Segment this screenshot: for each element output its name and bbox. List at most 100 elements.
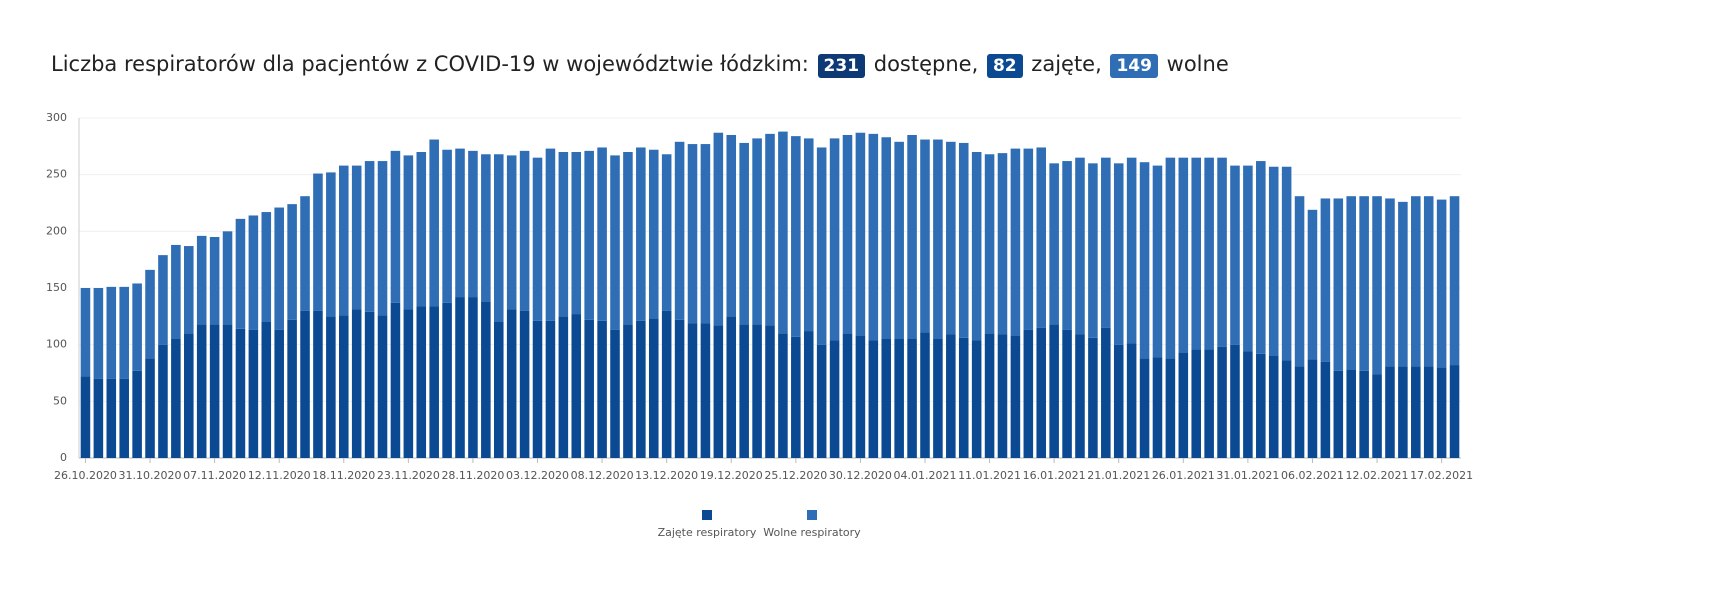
x-tick-label: 31.10.2020: [119, 469, 182, 482]
bar-segment: [93, 288, 104, 379]
bar-segment: [196, 324, 207, 458]
bar-segment: [584, 150, 594, 320]
bar-segment: [1036, 327, 1047, 458]
bar-segment: [610, 155, 620, 330]
bar-segment: [158, 344, 168, 458]
x-tick-label: 12.11.2020: [248, 469, 311, 482]
bar-segment: [506, 155, 517, 310]
bar-segment: [493, 322, 504, 458]
bar-segment: [816, 147, 827, 345]
bar-segment: [984, 154, 995, 334]
bar-segment: [145, 358, 155, 458]
bar-segment: [1398, 201, 1408, 367]
bar-segment: [855, 335, 866, 458]
bar-segment: [377, 161, 388, 316]
chart-title-row: Liczba respiratorów dla pacjentów z COVI…: [51, 52, 1229, 78]
x-tick-label: 26.10.2020: [54, 469, 117, 482]
bar-segment: [1436, 367, 1447, 458]
bar-segment: [338, 315, 349, 458]
bar-segment: [377, 315, 388, 458]
bar-segment: [881, 137, 892, 339]
bar-segment: [235, 218, 246, 329]
bar-segment: [145, 269, 155, 359]
bar-segment: [1411, 366, 1421, 458]
bar-segment: [674, 141, 685, 320]
bar-segment: [558, 316, 569, 458]
bar-segment: [1062, 329, 1072, 458]
bar-segment: [274, 207, 284, 330]
bar-segment: [623, 152, 633, 325]
bar-segment: [700, 144, 711, 324]
bar-segment: [946, 141, 956, 335]
x-tick-label: 11.01.2021: [958, 469, 1021, 482]
bar-segment: [997, 334, 1008, 458]
bar-segment: [1346, 196, 1356, 370]
bar-segment: [442, 302, 452, 458]
bar-segment: [1359, 370, 1369, 458]
bar-segment: [842, 333, 853, 458]
bar-segment: [274, 329, 284, 458]
bar-segment: [80, 376, 91, 458]
bar-segment: [1307, 359, 1318, 458]
bar-segment: [1294, 196, 1305, 367]
bar-segment: [248, 329, 259, 458]
y-tick-label: 200: [46, 224, 67, 237]
bar-segment: [907, 339, 917, 458]
bar-segment: [713, 132, 724, 326]
bar-segment: [545, 148, 556, 321]
chart-title: Liczba respiratorów dla pacjentów z COVI…: [51, 52, 809, 76]
bar-segment: [803, 331, 814, 458]
y-tick-label: 50: [53, 394, 67, 407]
bar-segment: [726, 316, 737, 458]
x-tick-label: 26.01.2021: [1152, 469, 1215, 482]
bar-segment: [1423, 366, 1434, 458]
bar-segment: [235, 328, 246, 458]
y-tick-label: 0: [60, 451, 67, 464]
bar-segment: [455, 148, 465, 298]
x-tick-label: 30.12.2020: [829, 469, 892, 482]
x-tick-label: 28.11.2020: [441, 469, 504, 482]
bar-segment: [222, 231, 233, 325]
y-tick-label: 150: [46, 281, 67, 294]
badge: 82: [986, 54, 1023, 78]
bar-segment: [1062, 161, 1072, 330]
bar-segment: [894, 141, 904, 339]
bar-segment: [1333, 198, 1344, 371]
bar-segment: [687, 323, 698, 458]
bar-segment: [765, 325, 775, 458]
bar-segment: [1204, 157, 1214, 350]
bar-segment: [726, 135, 737, 317]
bar-segment: [532, 157, 543, 321]
legend-label: Wolne respiratory: [763, 526, 861, 539]
bar-segment: [778, 131, 788, 334]
bar-segment: [364, 161, 375, 312]
bar-segment: [1126, 157, 1137, 344]
bar-segment: [1411, 196, 1421, 367]
bar-segment: [610, 329, 620, 458]
bar-segment: [752, 138, 762, 325]
bar-segment: [326, 172, 336, 317]
x-tick-label: 06.02.2021: [1281, 469, 1344, 482]
bar-segment: [106, 378, 117, 458]
bar-segment: [571, 152, 582, 315]
bar-segment: [752, 324, 762, 458]
y-tick-label: 100: [46, 338, 67, 351]
bar-segment: [1294, 366, 1305, 458]
bar-segment: [1010, 148, 1021, 336]
x-tick-label: 04.01.2021: [893, 469, 956, 482]
x-tick-label: 08.12.2020: [571, 469, 634, 482]
bar-segment: [481, 301, 491, 458]
x-tick-label: 19.12.2020: [700, 469, 763, 482]
bar-segment: [661, 310, 672, 458]
bar-segment: [636, 320, 646, 458]
bar-segment: [765, 133, 775, 326]
bar-segment: [803, 138, 814, 332]
bar-segment: [287, 204, 297, 320]
bar-segment: [1101, 327, 1111, 458]
bar-segment: [1346, 369, 1356, 458]
bar-segment: [1139, 162, 1150, 359]
bar-segment: [958, 142, 969, 338]
bar-segment: [300, 196, 310, 311]
bar-segment: [429, 139, 439, 307]
bar-segment: [1088, 337, 1098, 458]
